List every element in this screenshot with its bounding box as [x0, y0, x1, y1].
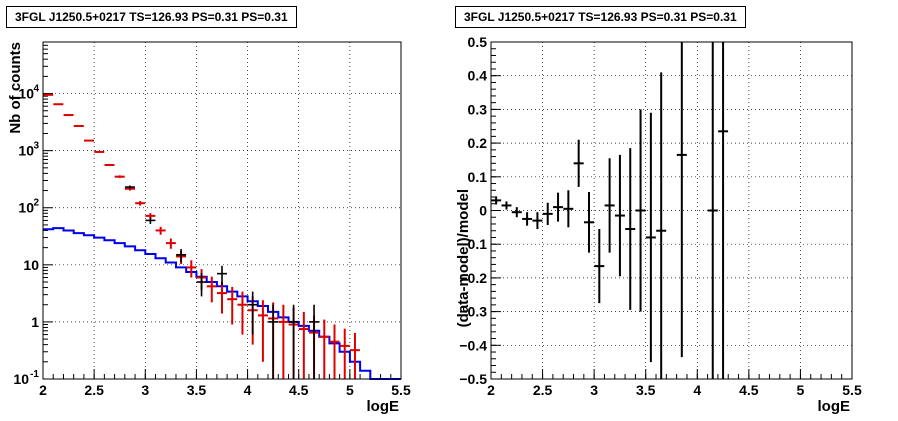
right-x-tick-label: 4.5	[739, 382, 759, 398]
right-x-tick-label: 2.5	[533, 382, 553, 398]
right-y-tick-label: −0.1	[459, 236, 487, 252]
right-y-tick-label: −0.3	[459, 304, 487, 320]
left-y-tick-exponent: -1	[30, 369, 39, 380]
right-y-tick-label: 0	[479, 203, 487, 219]
left-plot-area	[43, 42, 401, 379]
left-y-tick-label: 10	[23, 257, 39, 273]
right-y-tick-label: 0.4	[468, 68, 488, 84]
right-x-tick-label: 3.5	[636, 382, 656, 398]
right-x-tick-label: 5.5	[842, 382, 862, 398]
left-x-tick-label: 4	[244, 382, 252, 398]
residual-series	[491, 42, 729, 379]
left-y-tick-label: 10	[18, 200, 34, 216]
left-x-tick-label: 4.5	[289, 382, 309, 398]
source-model-histogram	[43, 227, 401, 380]
left-x-axis-label: logE	[367, 398, 400, 415]
left-x-tick-label: 5	[346, 382, 354, 398]
data-series	[124, 185, 320, 379]
right-y-tick-label: −0.2	[459, 270, 487, 286]
left-chart-title: 3FGL J1250.5+0217 TS=126.93 PS=0.31 PS=0…	[6, 6, 297, 28]
right-y-tick-label: −0.4	[459, 337, 487, 353]
right-grid	[491, 42, 852, 379]
left-y-axis-label: Nb of counts	[7, 42, 24, 134]
right-y-tick-label: 0.3	[468, 101, 488, 117]
left-x-tick-label: 3.5	[187, 382, 207, 398]
left-x-tick-label: 3	[141, 382, 149, 398]
left-grid	[43, 42, 401, 379]
right-x-tick-label: 5	[797, 382, 805, 398]
right-frame	[490, 41, 853, 380]
left-y-tick-label: 1	[31, 314, 39, 330]
right-x-axis-label: logE	[818, 398, 851, 415]
left-y-tick-exponent: 4	[33, 84, 39, 95]
left-y-tick-label: 10	[13, 371, 29, 387]
right-y-tick-label: −0.5	[459, 371, 487, 387]
right-x-tick-label: 2	[487, 382, 495, 398]
right-chart-title: 3FGL J1250.5+0217 TS=126.93 PS=0.31 PS=0…	[455, 6, 746, 28]
right-y-tick-label: 0.5	[468, 34, 488, 50]
right-x-tick-label: 3	[590, 382, 598, 398]
left-y-tick-label: 10	[18, 143, 34, 159]
right-x-tick-label: 4	[693, 382, 701, 398]
left-x-tick-label: 2.5	[84, 382, 104, 398]
right-y-tick-label: 0.2	[468, 135, 488, 151]
left-y-tick-exponent: 2	[33, 198, 39, 209]
left-y-tick-exponent: 3	[33, 141, 39, 152]
left-x-tick-label: 5.5	[391, 382, 411, 398]
right-y-tick-label: 0.1	[468, 169, 488, 185]
left-y-tick-label: 10	[18, 86, 34, 102]
right-y-axis-label: (data-model)/model	[455, 189, 472, 327]
left-x-tick-label: 2	[39, 382, 47, 398]
left-frame	[42, 41, 402, 380]
